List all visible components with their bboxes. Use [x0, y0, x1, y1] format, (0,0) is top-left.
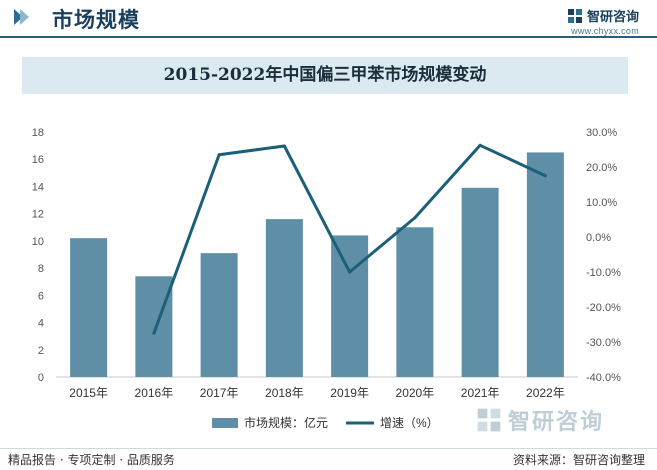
y-right-tick-label: -10.0% [586, 267, 621, 279]
legend-label-line: 增速（%） [380, 416, 439, 430]
y-right-tick-label: -20.0% [586, 302, 621, 314]
x-tick-label: 2016年 [135, 386, 174, 400]
header-arrow-icon [14, 9, 29, 25]
line-growth-point [152, 331, 156, 335]
legend-swatch-bar [212, 418, 238, 428]
footer-tagline: 精品报告 · 专项定制 · 品质服务 [8, 453, 175, 467]
page-title: 市场规模 [52, 8, 140, 32]
watermark-text: 智研咨询 [508, 410, 605, 435]
y-left-tick-label: 8 [38, 263, 44, 275]
bar-market-size [396, 227, 434, 377]
line-growth-point [282, 144, 286, 148]
x-tick-label: 2015年 [69, 386, 108, 400]
y-left-tick-label: 18 [32, 127, 44, 139]
y-right-tick-label: -40.0% [586, 372, 621, 384]
watermark-logo-icon [477, 408, 501, 432]
y-right-tick-label: 10.0% [586, 197, 617, 209]
line-growth-point [217, 153, 221, 157]
line-growth-point [543, 174, 547, 178]
y-right-tick-label: 0.0% [586, 232, 611, 244]
footer-source: 资料来源：智研咨询整理 [512, 453, 645, 467]
x-tick-label: 2019年 [330, 386, 369, 400]
line-growth-point [478, 143, 482, 147]
brand-name: 智研咨询 [586, 10, 639, 25]
brand-logo-icon [567, 8, 582, 23]
chart-title-band: 2015-2022年中国偏三甲苯市场规模变动 [22, 57, 628, 94]
bar-market-size [70, 238, 108, 377]
x-tick-label: 2017年 [200, 386, 239, 400]
brand-block: 智研咨询 www.chyxx.com [567, 6, 639, 36]
header-divider [0, 36, 657, 38]
bar-market-size [200, 253, 238, 377]
y-left-tick-label: 0 [38, 372, 44, 384]
line-growth-point [413, 216, 417, 220]
x-tick-label: 2018年 [265, 386, 304, 400]
line-growth-point [348, 270, 352, 274]
y-left-tick-label: 6 [38, 290, 44, 302]
y-left-tick-label: 4 [38, 318, 44, 330]
chart-title: 2015-2022年中国偏三甲苯市场规模变动 [163, 65, 487, 85]
y-right-tick-label: 30.0% [586, 127, 617, 139]
x-tick-label: 2020年 [396, 386, 435, 400]
x-tick-label: 2022年 [526, 386, 565, 400]
y-right-tick-label: -30.0% [586, 337, 621, 349]
bar-market-size [135, 276, 173, 377]
page-header: 市场规模 智研咨询 www.chyxx.com [0, 0, 657, 36]
y-left-tick-label: 14 [32, 181, 44, 193]
page-footer: 精品报告 · 专项定制 · 品质服务 资料来源：智研咨询整理 [0, 448, 657, 470]
footer-divider [0, 448, 657, 449]
legend-label-bar: 市场规模：亿元 [244, 415, 328, 430]
y-left-tick-label: 12 [32, 209, 44, 221]
y-left-tick-label: 10 [32, 236, 44, 248]
y-left-tick-label: 2 [38, 345, 44, 357]
x-tick-label: 2021年 [461, 386, 500, 400]
watermark-logo: 智研咨询 [476, 404, 604, 436]
bar-market-size [461, 187, 499, 377]
brand-url: www.chyxx.com [571, 26, 639, 36]
bar-market-size [526, 152, 564, 377]
bar-market-size [265, 219, 303, 377]
bar-market-size [331, 235, 369, 377]
y-left-tick-label: 16 [32, 154, 44, 166]
y-right-tick-label: 20.0% [586, 162, 617, 174]
